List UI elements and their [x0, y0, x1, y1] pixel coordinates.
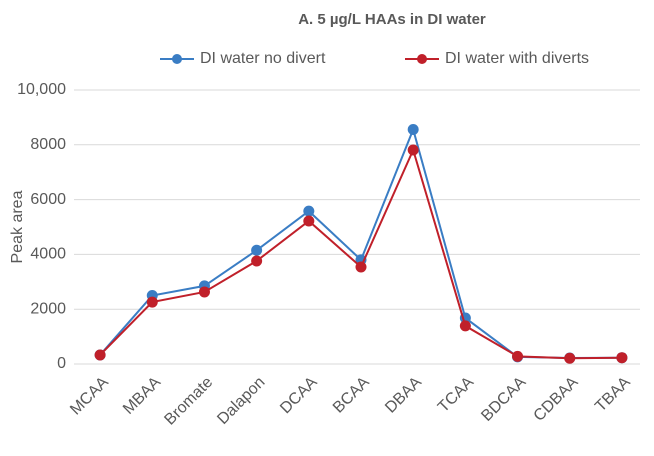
x-tick-label: BCAA [330, 374, 373, 417]
point [616, 352, 628, 364]
point [407, 144, 419, 156]
chart-title: A. 5 µg/L HAAs in DI water [298, 11, 486, 28]
x-tick-label: MCAA [67, 374, 112, 419]
point [303, 215, 315, 227]
point [146, 296, 158, 308]
x-tick-label: Dalapon [214, 374, 268, 428]
y-tick-label: 8000 [30, 136, 66, 153]
point [355, 261, 367, 273]
x-tick-label: TCAA [435, 374, 477, 416]
point [512, 350, 524, 362]
y-tick-label: 6000 [30, 191, 66, 208]
legend-label: DI water no divert [200, 50, 326, 67]
point [94, 349, 106, 361]
y-tick-label: 4000 [30, 246, 66, 263]
x-tick-label: MBAA [120, 374, 164, 418]
x-tick-label: CDBAA [531, 374, 582, 425]
y-axis-label: Peak area [9, 190, 26, 263]
point [251, 255, 263, 267]
legend-marker [172, 54, 182, 64]
x-tick-label: Bromate [161, 374, 216, 429]
y-tick-label: 10,000 [17, 81, 66, 98]
series-line [99, 126, 622, 359]
y-tick-label: 2000 [30, 300, 66, 317]
legend-label: DI water with diverts [445, 50, 589, 67]
point [564, 352, 576, 364]
x-tick-label: BDCAA [478, 374, 529, 425]
x-tick-label: DBAA [382, 374, 425, 417]
x-tick-label: TBAA [592, 374, 634, 416]
x-tick-label: DCAA [277, 374, 321, 418]
point [303, 205, 315, 217]
point [407, 123, 419, 135]
y-tick-label: 0 [57, 355, 66, 372]
legend-marker [417, 54, 427, 64]
point [198, 286, 210, 298]
point [459, 320, 471, 332]
point [251, 244, 263, 256]
